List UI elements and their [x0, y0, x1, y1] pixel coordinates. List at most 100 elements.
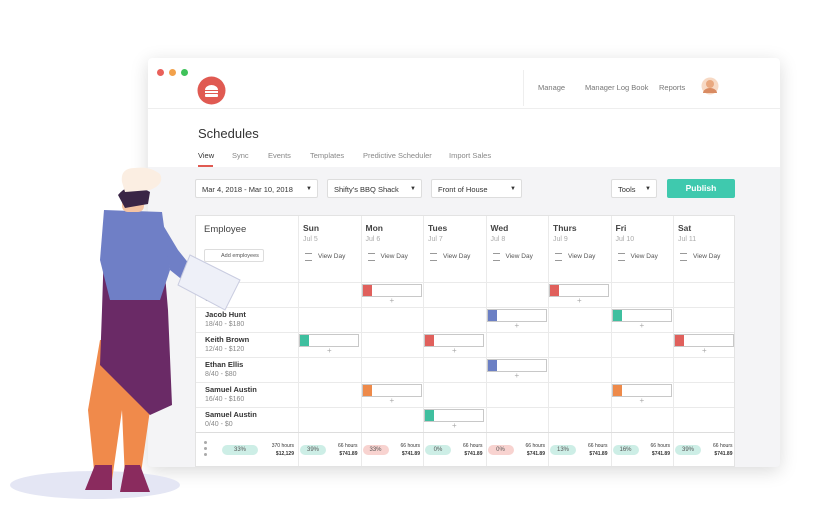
shift-color [612, 385, 622, 396]
percent-pill: 13% [550, 445, 576, 455]
day-name: Wed [490, 223, 509, 233]
column-line [673, 216, 674, 466]
total-hours: 66 hours [338, 443, 358, 449]
view-day-icon [680, 253, 687, 261]
menu-dot [204, 453, 207, 456]
area-filter[interactable]: Front of House ▼ [431, 179, 522, 198]
publish-button[interactable]: Publish [667, 179, 735, 198]
total-hours: 66 hours [525, 443, 545, 449]
add-shift[interactable]: + [452, 421, 457, 430]
add-shift[interactable]: + [327, 346, 332, 355]
tab[interactable]: View [198, 151, 215, 160]
percent-pill: 39% [675, 445, 701, 455]
nav-link[interactable]: Reports [659, 83, 686, 92]
nav-link[interactable]: Manager Log Book [585, 83, 649, 92]
shift-color [425, 335, 434, 346]
shift-color [362, 285, 372, 296]
window-dot[interactable] [169, 69, 176, 76]
employee-hours: 12/40 - $120 [205, 346, 245, 353]
view-day-link[interactable]: View Day [443, 253, 471, 260]
total-hours: 66 hours [650, 443, 670, 449]
tab[interactable]: Sync [232, 151, 249, 160]
view-day-icon [555, 253, 562, 261]
view-day-link[interactable]: View Day [568, 253, 596, 260]
tab[interactable]: Import Sales [449, 151, 492, 160]
total-cost: $741.89 [339, 451, 358, 457]
shift[interactable] [611, 309, 672, 322]
total-cost: $741.89 [464, 451, 483, 457]
schedule-grid: Employee Add employees Sun Jul 5 View Day Mon… [195, 215, 735, 467]
day-date: Jul 11 [678, 236, 697, 243]
add-shift[interactable]: + [639, 396, 645, 405]
total-hours: 66 hours [400, 443, 420, 449]
total-cost: $741.89 [401, 451, 420, 457]
column-line [548, 216, 549, 466]
header-area [148, 58, 780, 167]
shift[interactable] [361, 284, 422, 297]
shift-color [612, 310, 622, 321]
shift[interactable] [611, 384, 672, 397]
column-line [610, 216, 612, 466]
add-shift[interactable]: + [702, 346, 707, 355]
view-day-link[interactable]: View Day [505, 253, 533, 260]
row-line [196, 432, 734, 433]
add-shift[interactable]: + [389, 396, 395, 405]
shift[interactable] [299, 334, 359, 347]
date-filter[interactable]: Mar 4, 2018 - Mar 10, 2018 ▼ [195, 179, 318, 198]
add-shift[interactable]: + [452, 346, 457, 355]
employee-name: Jacob Hunt [205, 310, 246, 319]
add-shift[interactable]: + [514, 371, 520, 380]
view-day-link[interactable]: View Day [318, 253, 346, 260]
tab[interactable]: Predictive Scheduler [363, 151, 432, 160]
total-cost: $741.89 [714, 451, 733, 457]
logo[interactable] [197, 76, 226, 105]
window-dot[interactable] [157, 69, 164, 76]
employee-name: Samuel Austin [205, 385, 257, 394]
shift[interactable] [424, 334, 484, 347]
avatar[interactable] [701, 77, 719, 95]
divider [523, 70, 524, 106]
illustration [10, 167, 241, 499]
view-day-link[interactable]: View Day [380, 253, 408, 260]
total-hours: 66 hours [463, 443, 483, 449]
nav-link[interactable]: Manage [538, 83, 566, 92]
row-line [196, 407, 734, 408]
tab[interactable]: Events [268, 151, 291, 160]
view-day-icon [305, 253, 312, 261]
day-date: Jul 7 [428, 236, 443, 243]
view-day-icon [617, 253, 625, 261]
shift[interactable] [674, 334, 734, 347]
tab[interactable]: Templates [310, 151, 345, 160]
shift[interactable] [486, 359, 547, 372]
shift[interactable] [424, 409, 484, 422]
view-day-link[interactable]: View Day [630, 253, 658, 260]
row-line [196, 382, 734, 383]
add-shift[interactable]: + [514, 321, 520, 330]
add-employees-button[interactable]: Add employees [204, 249, 264, 262]
row-line [196, 282, 734, 283]
view-day-link[interactable]: View Day [693, 253, 721, 260]
percent-pill: 39% [300, 445, 326, 455]
add-shift[interactable]: + [389, 296, 395, 305]
day-date: Jul 8 [490, 236, 506, 243]
location-filter[interactable]: Shifty's BBQ Shack ▼ [327, 179, 422, 198]
shift[interactable] [549, 284, 609, 297]
shift[interactable] [361, 384, 422, 397]
employee-hours: 8/40 - $80 [205, 371, 237, 378]
page-title: Schedules [198, 126, 259, 141]
total-cost: $741.89 [651, 451, 670, 457]
button-text: Tools [618, 185, 636, 194]
window-dot[interactable] [181, 69, 188, 76]
add-shift[interactable]: + [639, 321, 645, 330]
day-date: Jul 5 [303, 236, 318, 243]
tools-button[interactable]: Tools ▼ [611, 179, 657, 198]
column-header: Employee [204, 224, 247, 235]
column-line [485, 216, 487, 466]
shift[interactable] [486, 309, 547, 322]
add-shift[interactable]: + [577, 296, 582, 305]
employee-hours: 16/40 - $160 [205, 396, 245, 403]
active-tab-underline [198, 165, 213, 167]
shift-color [550, 285, 559, 296]
employee-name: Ethan Ellis [205, 360, 244, 369]
employee-name: Samuel Austin [205, 410, 257, 419]
